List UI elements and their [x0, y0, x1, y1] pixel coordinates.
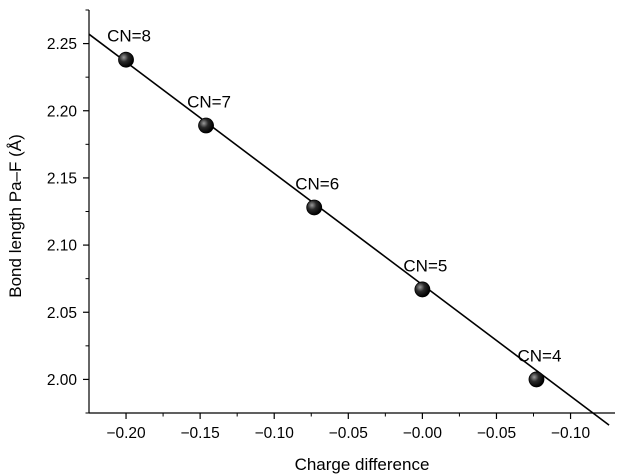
data-point	[414, 281, 431, 298]
y-tick-label: 2.00	[47, 372, 78, 389]
data-point	[528, 371, 545, 388]
point-labels: CN=8 CN=7 CN=6 CN=5 CN=4	[107, 27, 561, 366]
y-tick-label: 2.20	[47, 103, 78, 120]
point-label: CN=8	[107, 27, 151, 46]
y-tick-label: 2.05	[47, 305, 77, 322]
y-tick-label: 2.25	[47, 36, 77, 53]
data-point	[306, 199, 323, 216]
x-tick-label: −0.05	[329, 425, 368, 442]
x-axis-ticks: −0.20 −0.15 −0.10 −0.05 −0.00 −0.05 −0.10	[106, 413, 591, 442]
point-label: CN=4	[518, 346, 562, 365]
x-tick-label: −0.20	[106, 425, 146, 442]
data-points	[118, 51, 545, 388]
point-label: CN=6	[295, 174, 339, 193]
point-label: CN=5	[403, 256, 447, 275]
fit-line-group	[88, 33, 610, 426]
point-label: CN=7	[187, 93, 231, 112]
data-point	[118, 51, 134, 68]
y-axis-title: Bond length Pa–F (Å)	[6, 134, 25, 297]
data-point	[198, 117, 214, 134]
x-tick-label: −0.00	[403, 425, 443, 442]
y-tick-label: 2.15	[47, 170, 77, 187]
x-axis-title: Charge difference	[295, 455, 430, 474]
x-tick-label: −0.10	[255, 425, 295, 442]
x-tick-label: −0.15	[181, 425, 220, 442]
x-tick-label: −0.05	[477, 425, 516, 442]
y-tick-label: 2.10	[47, 238, 78, 255]
linear-fit-line	[88, 33, 610, 426]
y-axis-ticks: 2.00 2.05 2.10 2.15 2.20 2.25	[47, 9, 89, 414]
x-tick-label: −0.10	[551, 425, 591, 442]
